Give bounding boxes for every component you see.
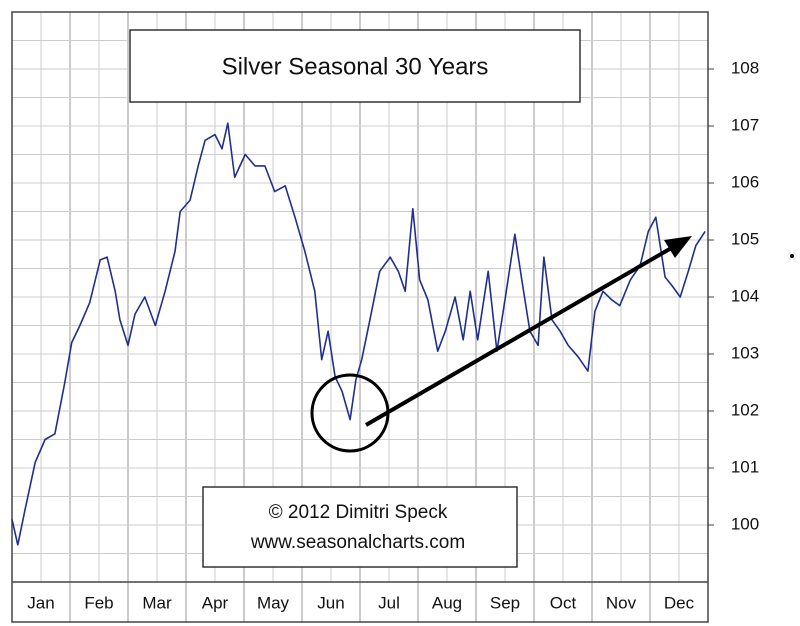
y-tick-label: 104 [731, 286, 759, 305]
y-tick-label: 102 [731, 400, 759, 419]
price-line [11, 122, 706, 546]
dot [790, 254, 794, 258]
frame [11, 11, 709, 623]
x-tick-label: Aug [432, 593, 462, 612]
x-tick-label: Sep [490, 593, 520, 612]
plot [11, 122, 706, 546]
credit-box [202, 486, 518, 568]
trend-arrow [364, 241, 682, 427]
x-tick-label: Feb [84, 593, 113, 612]
x-tick-label: Mar [142, 593, 172, 612]
x-tick-label: Apr [202, 593, 229, 612]
title-box [129, 29, 581, 103]
x-tick-label: Dec [664, 593, 695, 612]
y-tick-label: 103 [731, 343, 759, 362]
credit-url: www.seasonalcharts.com [250, 532, 465, 553]
x-tick-label: Jan [27, 593, 54, 612]
y-tick-label: 107 [731, 115, 759, 134]
y-tick-label: 106 [731, 172, 759, 191]
x-tick-label: May [257, 593, 290, 612]
arrow-head [664, 236, 692, 258]
y-tick-label: 108 [731, 58, 759, 77]
y-tick-label: 105 [731, 229, 759, 248]
credit: © 2012 Dimitri Speck [269, 502, 448, 523]
y-tick-label: 100 [731, 514, 759, 533]
x-tick-label: Jul [378, 593, 400, 612]
chart-title: Silver Seasonal 30 Years [222, 53, 489, 80]
x-tick-label: Jun [317, 593, 344, 612]
y-tick-label: 101 [731, 457, 759, 476]
x-tick-label: Nov [606, 593, 637, 612]
x-tick-label: Oct [550, 593, 577, 612]
